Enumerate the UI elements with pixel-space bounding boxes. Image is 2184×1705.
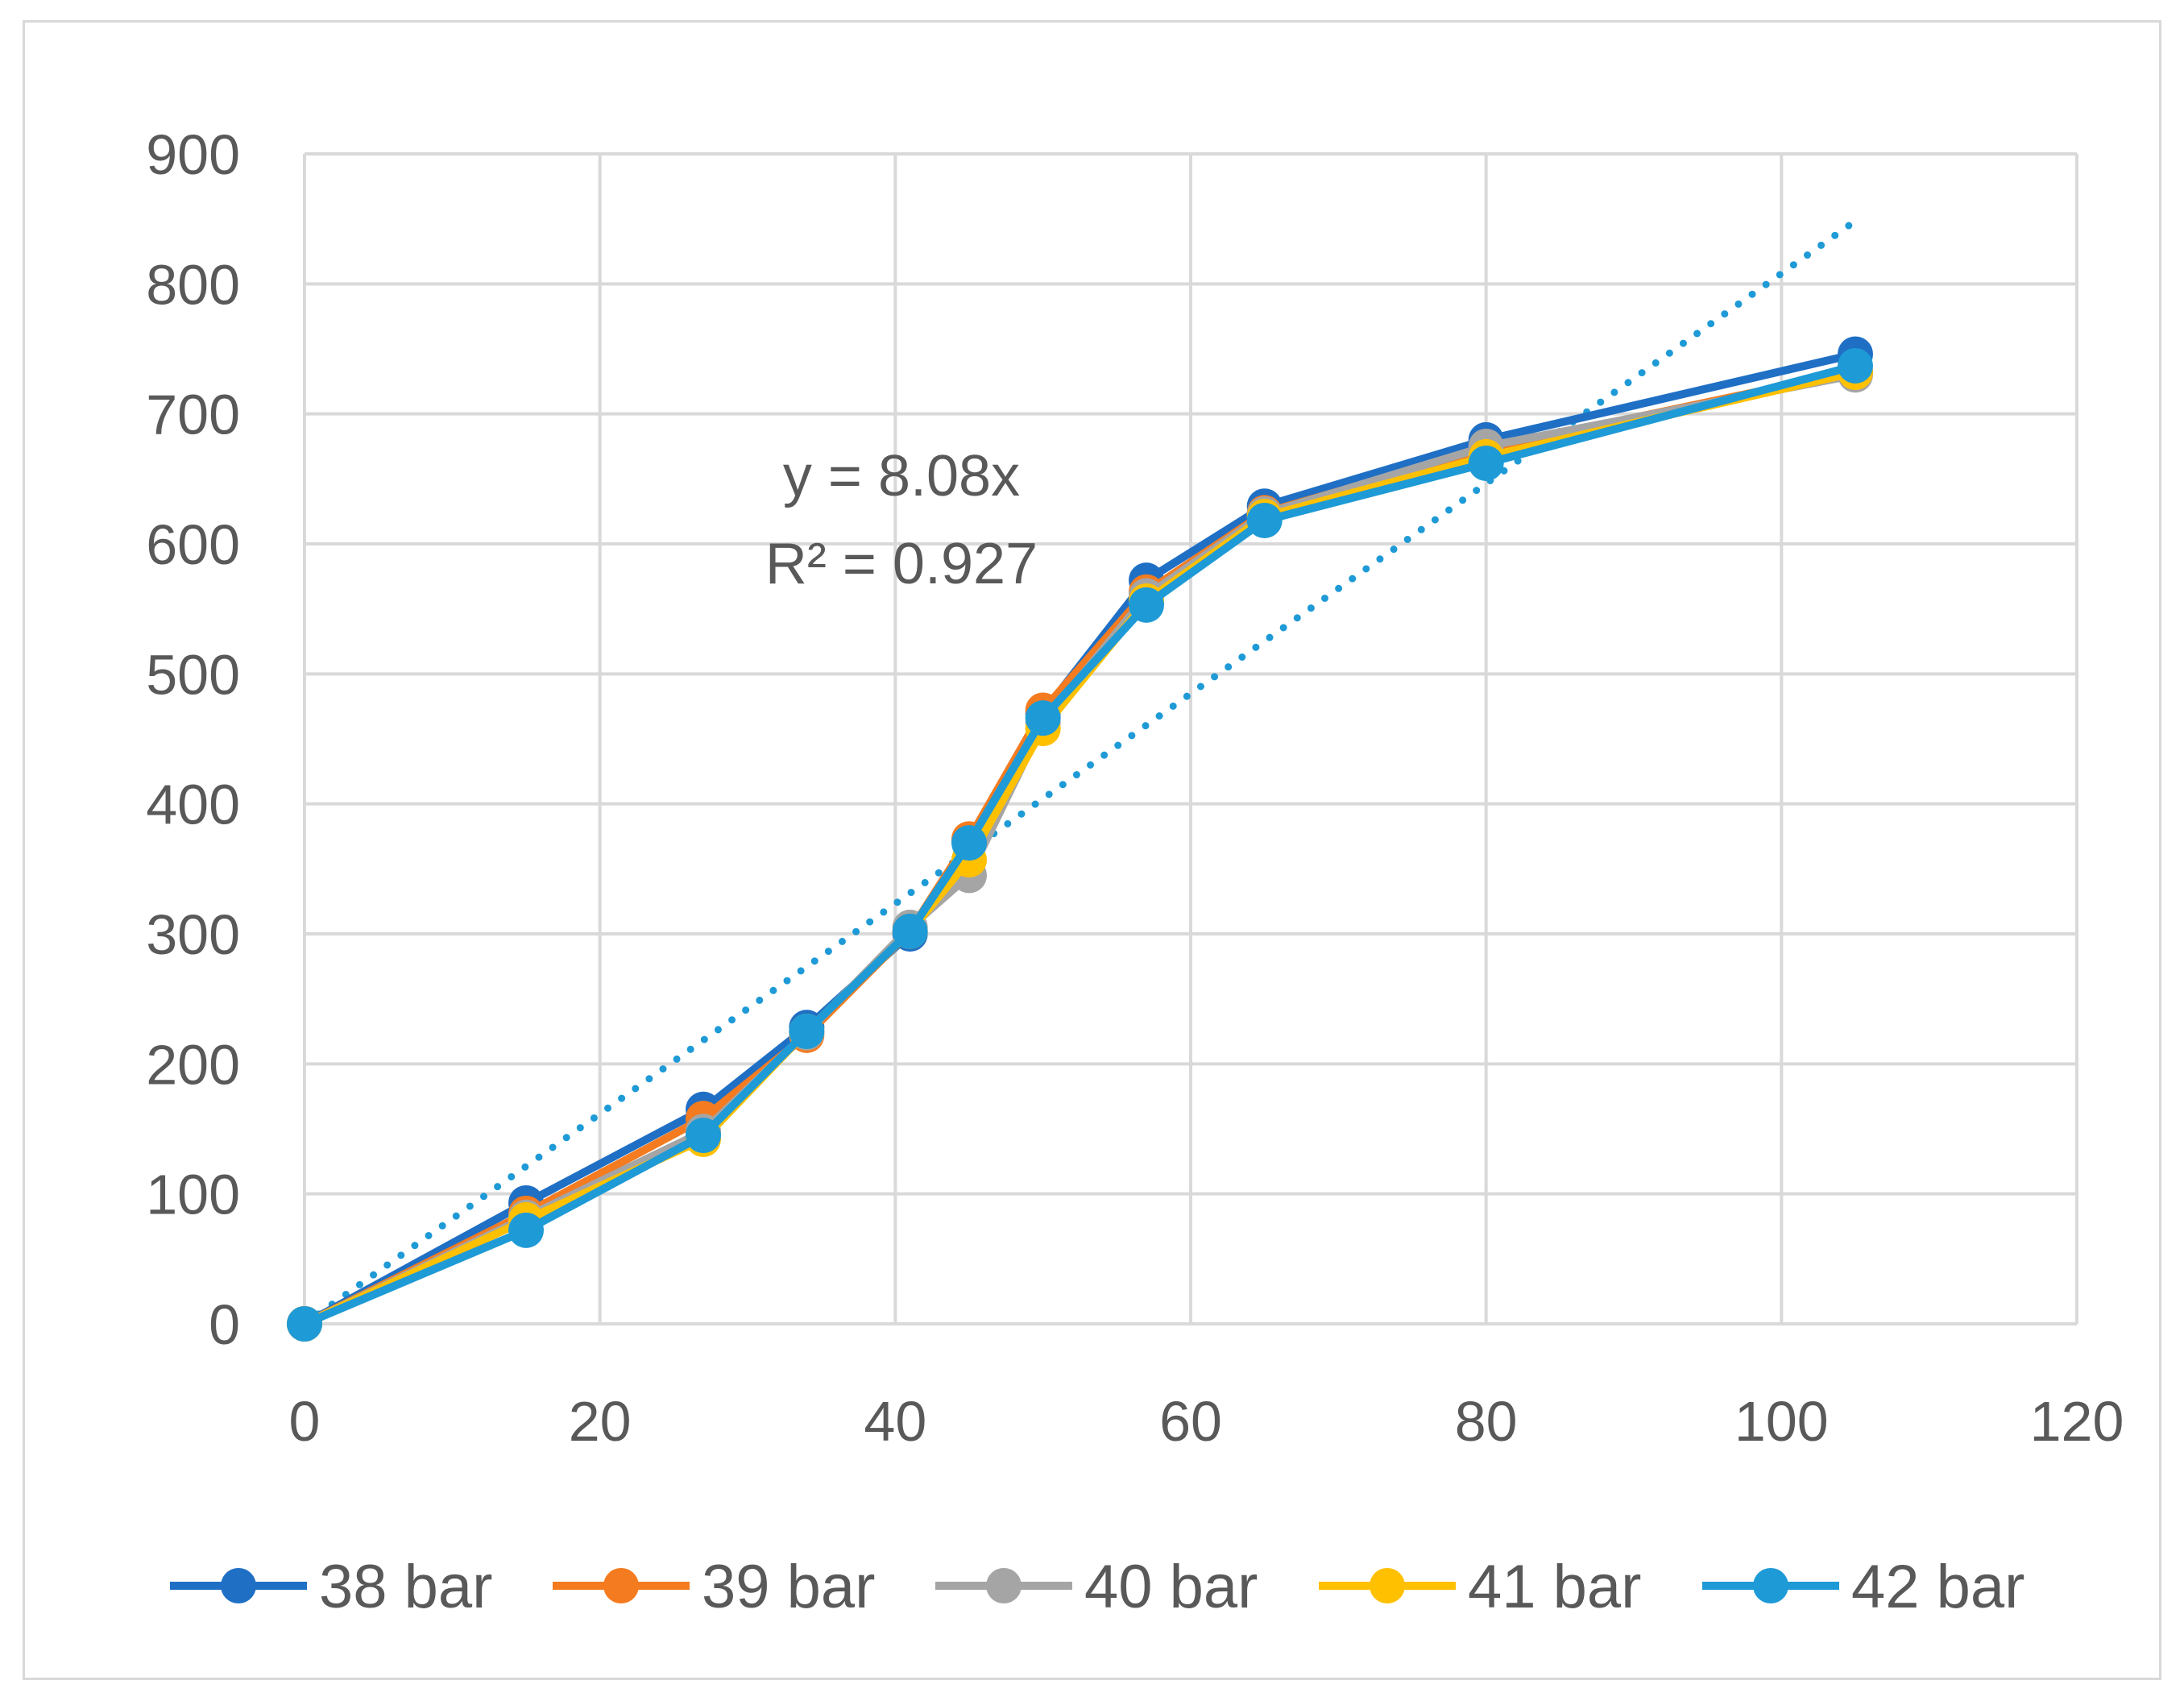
y-tick-label: 400 xyxy=(146,774,240,836)
data-point xyxy=(789,1014,825,1049)
y-tick-label: 200 xyxy=(146,1033,240,1096)
chart-frame: 0 100 200 300 400 500 600 700 800 900 0 20 40 60 80 100… xyxy=(23,20,2161,1680)
x-tick-label: 100 xyxy=(1734,1390,1829,1453)
legend-label: 41 bar xyxy=(1468,1553,1642,1621)
x-tick-label: 0 xyxy=(289,1390,321,1453)
series-line xyxy=(302,368,1857,1328)
y-tick-label: 600 xyxy=(146,513,240,576)
legend-label: 42 bar xyxy=(1851,1553,2025,1621)
data-point xyxy=(892,913,928,949)
x-tick-label: 60 xyxy=(1159,1390,1222,1453)
trendline-dotted xyxy=(300,217,1859,1328)
legend-label: 40 bar xyxy=(1084,1553,1258,1621)
data-point xyxy=(951,825,987,861)
gridlines xyxy=(303,152,2078,1325)
trendline-r-squared: R² = 0.927 xyxy=(765,532,1038,596)
trendline-annotation: y = 8.08x R² = 0.927 xyxy=(765,444,1038,596)
data-point xyxy=(1025,700,1061,736)
line-chart: 0 100 200 300 400 500 600 700 800 900 0 20 40 60 80 100… xyxy=(146,123,2124,1621)
legend-marker xyxy=(603,1568,639,1603)
legend-label: 39 bar xyxy=(702,1553,876,1621)
y-tick-label: 0 xyxy=(209,1293,240,1356)
y-tick-label: 100 xyxy=(146,1164,240,1226)
data-point xyxy=(1468,445,1504,481)
y-tick-label: 500 xyxy=(146,643,240,706)
data-point xyxy=(508,1212,544,1248)
legend-marker xyxy=(1753,1568,1788,1603)
legend-label: 38 bar xyxy=(319,1553,493,1621)
y-tick-label: 900 xyxy=(146,123,240,186)
data-point xyxy=(1129,587,1164,623)
series-group xyxy=(287,336,1873,1342)
y-tick-label: 800 xyxy=(146,253,240,316)
data-point xyxy=(686,1118,721,1154)
series-line xyxy=(303,362,1857,1328)
data-point xyxy=(1246,502,1283,538)
x-tick-label: 120 xyxy=(2030,1390,2124,1453)
legend-marker xyxy=(986,1568,1022,1603)
legend-marker xyxy=(1370,1568,1405,1603)
trendline-equation: y = 8.08x xyxy=(783,444,1020,508)
data-point xyxy=(287,1306,322,1342)
series-line xyxy=(302,371,1856,1328)
series-38-bar xyxy=(287,336,1873,1342)
x-tick-label: 40 xyxy=(864,1390,926,1453)
data-point xyxy=(1838,347,1873,384)
legend: 38 bar 39 bar 40 bar 41 bar 42 bar xyxy=(170,1553,2025,1621)
trendline xyxy=(300,217,1859,1328)
series-line xyxy=(302,350,1857,1328)
x-tick-label: 20 xyxy=(569,1390,632,1453)
axes: 0 100 200 300 400 500 600 700 800 900 0 20 40 60 80 100… xyxy=(146,123,2124,1453)
y-tick-label: 300 xyxy=(146,903,240,966)
y-tick-label: 700 xyxy=(146,384,240,446)
series-line xyxy=(302,367,1857,1328)
legend-marker xyxy=(221,1568,256,1603)
x-tick-label: 80 xyxy=(1455,1390,1518,1453)
series-42-bar xyxy=(287,347,1873,1342)
